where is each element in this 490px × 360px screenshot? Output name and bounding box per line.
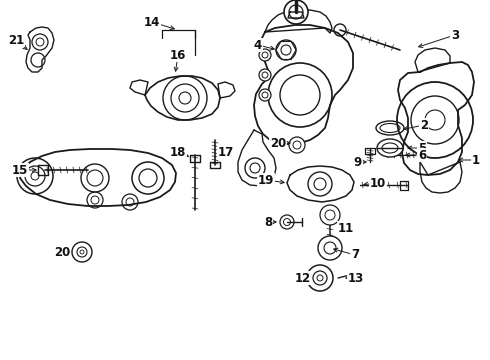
Text: 14: 14	[144, 15, 160, 28]
Circle shape	[280, 215, 294, 229]
Circle shape	[72, 242, 92, 262]
Text: 12: 12	[295, 271, 311, 284]
Polygon shape	[38, 165, 48, 175]
Circle shape	[259, 69, 271, 81]
Text: 4: 4	[254, 39, 262, 51]
Text: 16: 16	[170, 49, 186, 62]
Circle shape	[259, 49, 271, 61]
Text: 20: 20	[270, 136, 286, 149]
Text: 10: 10	[370, 176, 386, 189]
Text: 9: 9	[354, 156, 362, 168]
Circle shape	[284, 0, 308, 24]
Ellipse shape	[377, 139, 403, 157]
Text: 11: 11	[338, 221, 354, 234]
Circle shape	[318, 236, 342, 260]
Text: 19: 19	[258, 174, 274, 186]
Polygon shape	[400, 181, 408, 190]
Circle shape	[289, 137, 305, 153]
Text: 13: 13	[348, 271, 364, 284]
Text: 3: 3	[451, 28, 459, 41]
Text: 8: 8	[264, 216, 272, 229]
Text: 21: 21	[8, 33, 24, 46]
Text: 17: 17	[218, 145, 234, 158]
Polygon shape	[288, 12, 304, 18]
Circle shape	[320, 205, 340, 225]
Circle shape	[259, 89, 271, 101]
Text: 7: 7	[351, 248, 359, 261]
Text: 15: 15	[12, 163, 28, 176]
Circle shape	[276, 40, 296, 60]
Polygon shape	[210, 162, 220, 168]
Text: 5: 5	[418, 141, 426, 154]
Text: 2: 2	[420, 118, 428, 131]
Circle shape	[307, 265, 333, 291]
Polygon shape	[365, 148, 375, 154]
Text: 6: 6	[418, 149, 426, 162]
Polygon shape	[190, 155, 200, 162]
Text: 18: 18	[170, 145, 186, 158]
Text: 20: 20	[54, 246, 70, 258]
Text: 1: 1	[472, 153, 480, 166]
